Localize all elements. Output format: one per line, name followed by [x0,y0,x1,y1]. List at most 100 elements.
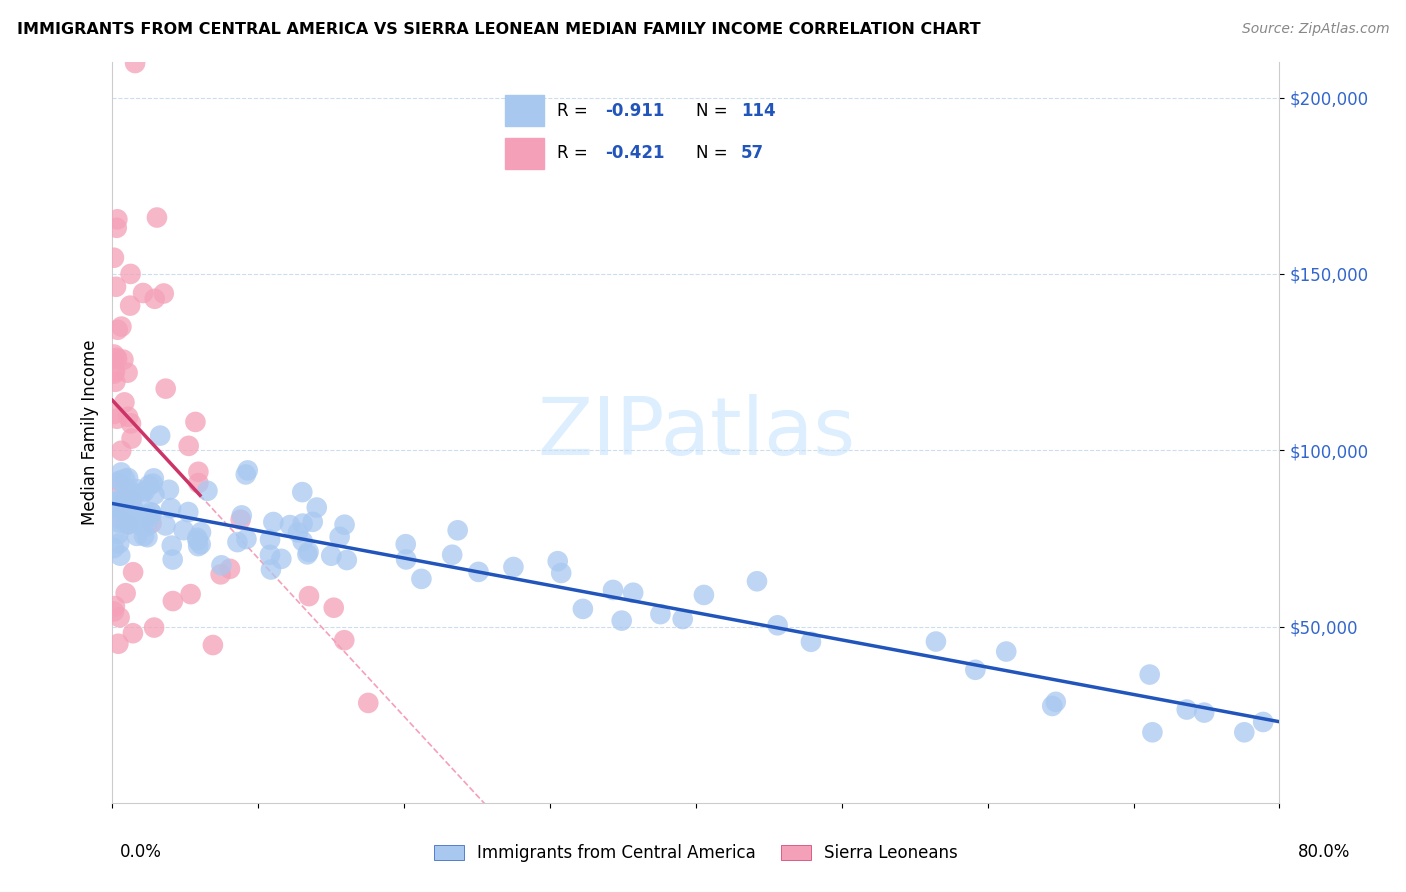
Point [177,505,200,519]
Point [336,553,359,567]
Point [184,415,207,429]
Text: 80.0%: 80.0% [1298,843,1350,861]
Point [120,514,142,528]
Point [441,548,464,562]
Point [1192,706,1215,720]
Point [104,493,127,508]
Point [187,465,209,479]
Point [1233,725,1256,739]
Point [136,530,159,544]
Point [146,211,169,225]
Point [120,299,142,313]
Point [329,530,352,544]
Point [107,500,129,515]
Point [231,508,253,523]
Point [103,367,125,381]
Point [149,428,172,442]
Point [121,492,143,507]
Point [107,637,129,651]
Point [395,552,418,566]
Point [162,552,184,566]
Point [260,562,283,576]
Point [259,533,281,547]
Point [160,539,183,553]
Point [125,482,148,496]
Point [117,366,139,380]
Text: -0.421: -0.421 [605,145,665,162]
Point [107,527,129,541]
Point [160,501,183,516]
Point [177,439,200,453]
Point [114,493,136,508]
Bar [505,138,544,169]
Point [305,500,328,515]
Point [650,607,672,622]
Point [105,351,128,365]
Point [124,56,146,70]
Point [139,505,162,519]
Point [131,513,153,527]
Point [1045,695,1067,709]
Point [138,478,160,492]
Point [117,512,139,526]
Point [965,663,987,677]
Point [131,519,153,533]
Point [745,574,768,589]
Point [110,474,132,488]
Point [107,323,129,337]
Point [103,541,125,555]
Point [142,476,165,491]
Point [291,485,314,500]
Point [186,531,208,545]
Point [103,495,125,509]
Point [236,463,259,477]
Point [104,375,127,389]
Point [129,488,152,502]
Point [297,547,319,561]
Point [467,565,489,579]
Point [226,535,249,549]
Point [110,319,132,334]
Point [333,633,356,648]
Point [1139,667,1161,681]
Point [107,511,129,525]
Point [1251,714,1274,729]
Point [122,501,145,516]
Point [103,347,125,361]
Point [105,279,128,293]
Point [766,618,789,632]
Point [134,484,156,499]
Point [259,548,281,562]
Point [572,602,595,616]
Point [995,644,1018,658]
Point [120,417,142,431]
Point [110,506,132,520]
Point [201,638,224,652]
Point [114,492,136,507]
Point [115,481,138,495]
Point [110,466,132,480]
Point [152,286,174,301]
Point [143,621,166,635]
Point [143,292,166,306]
Point [103,407,125,421]
Text: 0.0%: 0.0% [120,843,162,861]
Point [291,516,314,531]
Point [105,411,128,425]
Point [139,509,162,524]
Text: -0.911: -0.911 [605,102,664,120]
Text: Source: ZipAtlas.com: Source: ZipAtlas.com [1241,22,1389,37]
Point [411,572,433,586]
Point [105,220,128,235]
Point [114,586,136,600]
Point [925,634,948,648]
Point [235,532,257,546]
Point [190,525,212,540]
Point [173,523,195,537]
Point [117,517,139,532]
Point [122,566,145,580]
Point [297,545,319,559]
Point [108,516,131,530]
Point [322,600,344,615]
Point [155,518,177,533]
